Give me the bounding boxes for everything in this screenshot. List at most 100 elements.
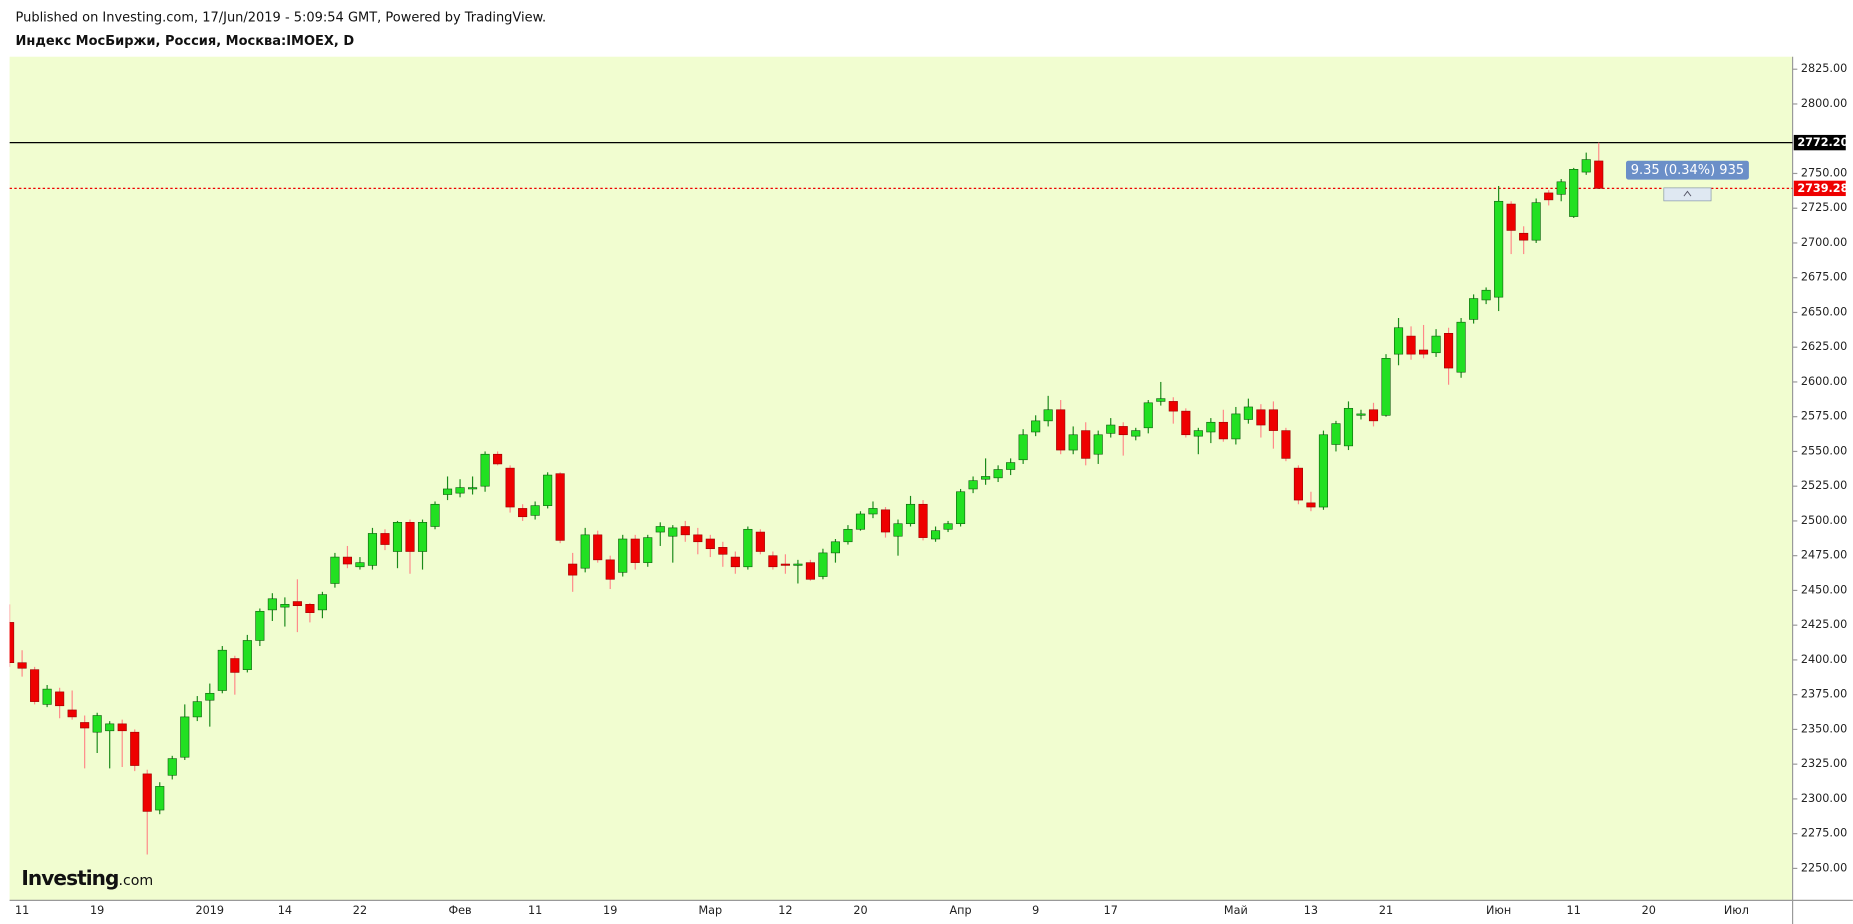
candle-body bbox=[1006, 462, 1016, 470]
candle-body bbox=[30, 669, 40, 702]
candle-body bbox=[1519, 232, 1529, 241]
x-tick-label: 20 bbox=[853, 904, 867, 917]
candle-body bbox=[1206, 421, 1216, 433]
candle-body bbox=[155, 786, 165, 811]
candle-body bbox=[1218, 421, 1228, 440]
plot-area bbox=[9, 56, 1793, 901]
candle-body bbox=[380, 533, 390, 545]
candle-body bbox=[405, 522, 415, 552]
symbol-title: Индекс МосБиржи, Россия, Москва:IMOEX, D bbox=[15, 34, 354, 49]
candle-body bbox=[455, 487, 465, 494]
candle-body bbox=[830, 541, 840, 554]
y-tick-label: 2525.00 bbox=[1801, 479, 1847, 492]
candle-body bbox=[605, 559, 615, 580]
candle-body bbox=[217, 649, 227, 691]
x-tick-label: Апр bbox=[950, 904, 972, 917]
y-tick-label: 2550.00 bbox=[1801, 444, 1847, 457]
candle-body bbox=[130, 731, 140, 766]
candle-body bbox=[931, 530, 941, 540]
candle-body bbox=[981, 476, 991, 480]
x-tick-label: Май bbox=[1224, 904, 1248, 917]
candle-body bbox=[1318, 434, 1329, 508]
candle-body bbox=[1243, 406, 1253, 420]
candle-body bbox=[1156, 398, 1166, 402]
x-tick-label: 12 bbox=[778, 904, 792, 917]
candle-body bbox=[1331, 423, 1341, 445]
candle-body bbox=[392, 522, 403, 552]
y-tick-label: 2750.00 bbox=[1801, 166, 1847, 179]
candle-body bbox=[555, 473, 565, 541]
candle-body bbox=[192, 701, 202, 718]
y-tick-label: 2325.00 bbox=[1801, 757, 1847, 770]
candle-body bbox=[643, 537, 653, 563]
candle-body bbox=[1068, 434, 1078, 451]
candle-body bbox=[530, 505, 540, 516]
y-tick-label: 2650.00 bbox=[1801, 305, 1847, 318]
candle-body bbox=[80, 722, 90, 729]
annotation-group: 9.35 (0.34%) 935 bbox=[1625, 160, 1749, 202]
candle-body bbox=[267, 598, 277, 611]
candle-body bbox=[1081, 430, 1091, 459]
candle-body bbox=[718, 547, 728, 555]
candle-body bbox=[117, 723, 127, 732]
y-tick-label: 2450.00 bbox=[1801, 583, 1847, 596]
candles bbox=[9, 142, 1793, 855]
candle-body bbox=[1056, 409, 1066, 451]
candle-body bbox=[1106, 424, 1116, 434]
candle-body bbox=[1018, 434, 1028, 461]
y-tick-label: 2575.00 bbox=[1801, 410, 1847, 423]
candle-body bbox=[1281, 430, 1291, 459]
candle-body bbox=[855, 513, 866, 530]
y-tick-label: 2625.00 bbox=[1801, 340, 1847, 353]
candle-body bbox=[693, 534, 703, 543]
candle-body bbox=[768, 555, 778, 568]
candle-body bbox=[242, 640, 252, 670]
candle-body bbox=[505, 467, 515, 508]
candle-body bbox=[1581, 159, 1591, 173]
logo: Investing.com bbox=[21, 866, 153, 890]
candle-body bbox=[342, 556, 352, 565]
candle-body bbox=[367, 533, 378, 566]
candle-body bbox=[705, 538, 715, 550]
candle-body bbox=[518, 508, 528, 518]
y-tick-label: 2500.00 bbox=[1801, 514, 1847, 527]
logo-brand: Investing bbox=[21, 866, 118, 890]
candle-body bbox=[630, 538, 640, 563]
annotation-text: 9.35 (0.34%) 935 bbox=[1631, 163, 1744, 178]
candle-body bbox=[1393, 327, 1404, 355]
y-tick-label: 2300.00 bbox=[1801, 792, 1847, 805]
y-tick-label: 2275.00 bbox=[1801, 827, 1847, 840]
candle-body bbox=[442, 488, 453, 495]
x-tick-label: 2019 bbox=[196, 904, 225, 917]
y-tick-label: 2425.00 bbox=[1801, 618, 1847, 631]
candle-body bbox=[743, 528, 753, 568]
x-tick-label: Фев bbox=[448, 904, 471, 917]
candle-body bbox=[255, 610, 265, 641]
candle-body bbox=[893, 523, 903, 537]
candle-body bbox=[1256, 409, 1266, 426]
candle-body bbox=[1356, 413, 1366, 416]
candle-body bbox=[593, 534, 603, 561]
candle-body bbox=[1143, 402, 1153, 429]
candle-body bbox=[292, 601, 302, 607]
candle-body bbox=[430, 503, 440, 527]
candle-body bbox=[680, 526, 690, 536]
logo-suffix: .com bbox=[118, 873, 153, 889]
candle-body bbox=[880, 509, 891, 533]
x-tick-label: 19 bbox=[603, 904, 617, 917]
x-tick-label: Июл bbox=[1724, 904, 1749, 917]
y-tick-label: 2725.00 bbox=[1801, 201, 1847, 214]
annotation-arrow bbox=[1683, 190, 1692, 197]
candle-body bbox=[793, 563, 803, 566]
candle-body bbox=[968, 480, 978, 490]
candle-body bbox=[230, 658, 240, 673]
y-tick-label: 2600.00 bbox=[1801, 375, 1847, 388]
last-price-line-tag bbox=[1793, 180, 1846, 197]
axes: 2250.00 2275.00 2300.00 2325.00 2350.00 2375.… bbox=[15, 62, 1849, 917]
x-tick-label: 13 bbox=[1304, 904, 1318, 917]
x-tick-label: 17 bbox=[1104, 904, 1118, 917]
y-tick-label: 2800.00 bbox=[1801, 97, 1847, 110]
x-tick-label: 20 bbox=[1642, 904, 1656, 917]
candle-body bbox=[9, 622, 15, 663]
